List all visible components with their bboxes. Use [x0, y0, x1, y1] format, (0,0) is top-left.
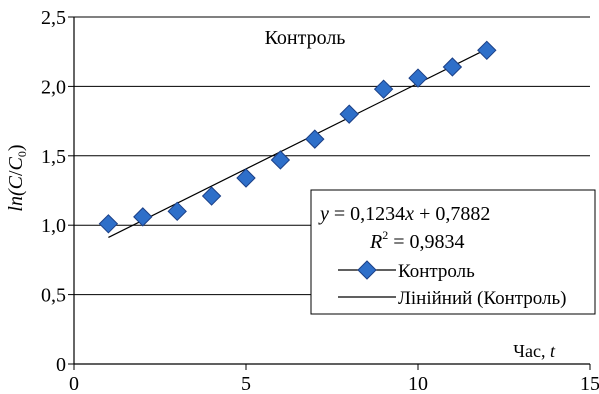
y-label-subscript: 0 [15, 151, 29, 157]
data-point-4 [201, 186, 222, 206]
data-point-10 [408, 68, 428, 88]
series-kontrol [98, 40, 497, 234]
data-point-3 [167, 201, 187, 222]
x-tick-label-1: 5 [241, 373, 251, 394]
y-label-part: C [5, 175, 27, 189]
y-tick-label-5: 2,5 [41, 7, 66, 29]
legend-series-marker [357, 260, 377, 280]
y-tick-label-2: 1,0 [41, 215, 66, 237]
x-tick-label-0: 0 [69, 373, 79, 394]
y-tick-label-0: 0 [56, 354, 66, 376]
y-tick-label-1: 0,5 [41, 285, 66, 307]
x-axis-label-prefix: Час, [513, 341, 550, 361]
y-label-part: C [5, 156, 27, 170]
legend-label-trend: Лінійний (Контроль) [398, 288, 567, 309]
data-point-7 [305, 129, 325, 149]
data-point-12 [477, 40, 497, 61]
y-tick-label-3: 1,5 [41, 146, 66, 168]
y-label-part: ) [5, 144, 27, 151]
r-squared-symbol: R [369, 231, 382, 253]
axes [73, 17, 590, 365]
data-point-9 [373, 79, 394, 99]
trend-equation: y = 0,1234x + 0,7882 [318, 203, 490, 225]
r-squared: R2 = 0,9834 [369, 228, 465, 253]
y-axis-label: ln(C/C0) [5, 144, 29, 211]
data-point-6 [270, 150, 291, 170]
data-point-1 [98, 214, 119, 234]
legend-frame [310, 189, 596, 315]
x-axis-label: Час, t [513, 341, 556, 361]
y-label-part: / [5, 170, 27, 176]
r-squared-superscript: 2 [382, 228, 388, 242]
data-point-8 [339, 104, 359, 124]
legend-box: y = 0,1234x + 0,7882 R2 = 0,9834 Контрол… [310, 189, 596, 315]
legend-label-kontrol: Контроль [398, 261, 475, 282]
x-tick-label-2: 10 [408, 373, 428, 394]
r-squared-value: = 0,9834 [388, 231, 464, 253]
data-point-5 [236, 168, 256, 188]
y-label-part: ln( [5, 188, 27, 212]
data-point-11 [442, 57, 463, 77]
x-tick-label-3: 15 [580, 373, 599, 394]
trend-equation-body: = 0,1234x + 0,7882 [329, 203, 490, 225]
tick-labels: 0 0,5 1,0 1,5 2,0 2,5 0 5 10 15 [41, 7, 599, 394]
chart-title: Контроль [265, 27, 346, 49]
data-point-2 [133, 207, 153, 227]
trend-equation-variable: y [318, 203, 329, 225]
x-axis-label-variable: t [550, 341, 556, 361]
y-tick-label-4: 2,0 [41, 76, 66, 98]
